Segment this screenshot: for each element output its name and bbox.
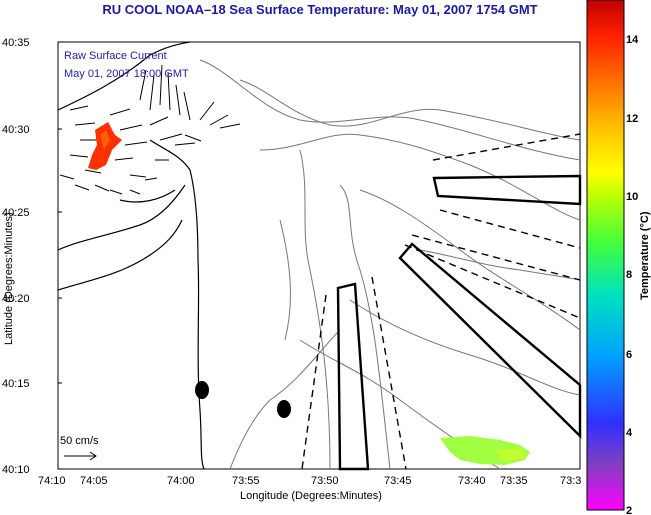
scale-arrow [64,451,97,461]
y-tick-label: 40:20 [2,293,30,305]
sst-cool-core [495,448,527,462]
x-tick-label: 73:3 [560,475,581,487]
colorbar-tick: 12 [626,113,638,125]
coastline [57,41,205,470]
scale-label: 50 cm/s [60,435,99,447]
plot-frame [57,41,581,470]
legend-date: May 01, 2007 18:00 GMT [64,68,189,80]
x-axis-label: Longitude (Degrees:Minutes) [240,490,382,502]
traffic-separation-zones [336,174,582,471]
temperature-colorbar [586,0,625,511]
x-tick-label: 74:10 [38,475,66,487]
bathymetry-contours [199,59,581,470]
buoy-marker [195,381,209,399]
x-tick-label: 73:35 [500,475,528,487]
x-tick-label: 73:55 [232,475,260,487]
map-title: RU COOL NOAA–18 Sea Surface Temperature:… [102,2,538,17]
x-tick-label: 74:00 [167,475,195,487]
legend-title: Raw Surface Current [64,50,167,62]
buoy-marker [277,400,291,418]
x-tick-label: 73:50 [311,475,339,487]
y-tick-label: 40:30 [2,124,30,136]
y-axis-label: Latitude (Degrees:Minutes) [3,212,15,345]
colorbar-tick: 14 [626,34,639,46]
y-tick-label: 40:25 [2,207,30,219]
colorbar-tick: 2 [626,505,632,515]
colorbar-label: Temperature (°C) [639,211,651,300]
colorbar-tick: 4 [626,427,633,439]
y-tick-label: 40:15 [2,378,30,390]
y-tick-marks [58,41,62,470]
x-tick-label: 73:45 [384,475,412,487]
shipping-lane-dashes [301,133,581,470]
colorbar-tick: 10 [626,191,638,203]
y-tick-label: 40:10 [2,464,30,476]
x-tick-label: 74:05 [80,475,108,487]
current-vectors [59,64,241,195]
sst-warm-core [100,130,110,150]
y-tick-label: 40:35 [2,37,30,49]
colorbar-tick: 8 [626,269,632,281]
colorbar-tick: 6 [626,349,632,361]
x-tick-label: 73:40 [458,475,486,487]
